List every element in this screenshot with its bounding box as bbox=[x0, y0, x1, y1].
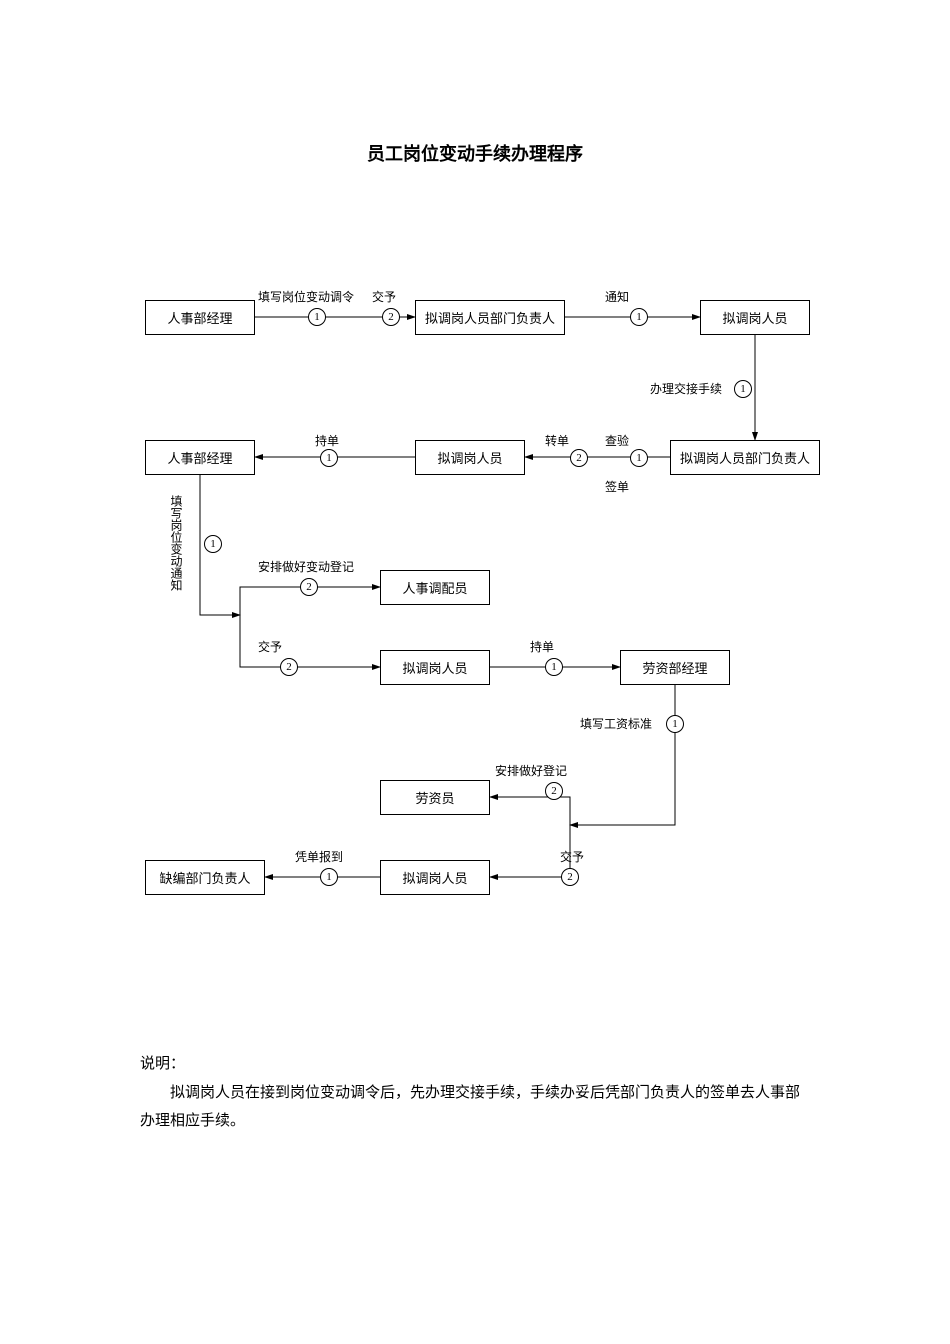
step-number: 1 bbox=[320, 449, 338, 467]
flow-node: 拟调岗人员 bbox=[380, 860, 490, 895]
edge-label: 查验 bbox=[605, 432, 629, 449]
step-number: 1 bbox=[630, 449, 648, 467]
edge-vlabel: 填写岗位变动通知 bbox=[168, 495, 185, 591]
step-number: 1 bbox=[734, 380, 752, 398]
flow-node: 拟调岗人员部门负责人 bbox=[670, 440, 820, 475]
step-number: 2 bbox=[570, 449, 588, 467]
edge-label: 交予 bbox=[258, 638, 282, 655]
edge-label: 交予 bbox=[372, 288, 396, 305]
description-block: 说明： 拟调岗人员在接到岗位变动调令后，先办理交接手续，手续办妥后凭部门负责人的… bbox=[140, 1050, 800, 1136]
edge-label: 安排做好登记 bbox=[495, 762, 567, 779]
step-number: 2 bbox=[561, 868, 579, 886]
step-number: 2 bbox=[300, 578, 318, 596]
flow-node: 拟调岗人员 bbox=[700, 300, 810, 335]
step-number: 1 bbox=[204, 535, 222, 553]
step-number: 1 bbox=[666, 715, 684, 733]
edge-label: 持单 bbox=[315, 432, 339, 449]
flow-node: 人事调配员 bbox=[380, 570, 490, 605]
step-number: 2 bbox=[382, 308, 400, 326]
description-body: 拟调岗人员在接到岗位变动调令后，先办理交接手续，手续办妥后凭部门负责人的签单去人… bbox=[140, 1079, 800, 1136]
description-heading: 说明： bbox=[140, 1050, 800, 1079]
edge-label: 填写工资标准 bbox=[580, 715, 652, 732]
step-number: 2 bbox=[545, 782, 563, 800]
step-number: 2 bbox=[280, 658, 298, 676]
flow-node: 人事部经理 bbox=[145, 440, 255, 475]
edge-label: 安排做好变动登记 bbox=[258, 558, 354, 575]
edge-label: 转单 bbox=[545, 432, 569, 449]
step-number: 1 bbox=[308, 308, 326, 326]
flow-node: 拟调岗人员 bbox=[415, 440, 525, 475]
step-number: 1 bbox=[630, 308, 648, 326]
edge-label: 持单 bbox=[530, 638, 554, 655]
page-title: 员工岗位变动手续办理程序 bbox=[0, 140, 950, 166]
edge-label: 签单 bbox=[605, 478, 629, 495]
flow-node: 劳资部经理 bbox=[620, 650, 730, 685]
step-number: 1 bbox=[545, 658, 563, 676]
flow-node: 劳资员 bbox=[380, 780, 490, 815]
edge-label: 通知 bbox=[605, 288, 629, 305]
edge-label: 填写岗位变动调令 bbox=[258, 288, 354, 305]
flow-node: 拟调岗人员 bbox=[380, 650, 490, 685]
flow-node: 拟调岗人员部门负责人 bbox=[415, 300, 565, 335]
step-number: 1 bbox=[320, 868, 338, 886]
edge-label: 凭单报到 bbox=[295, 848, 343, 865]
flow-node: 人事部经理 bbox=[145, 300, 255, 335]
edge-label: 办理交接手续 bbox=[650, 380, 722, 397]
flow-node: 缺编部门负责人 bbox=[145, 860, 265, 895]
edge-label: 交予 bbox=[560, 848, 584, 865]
